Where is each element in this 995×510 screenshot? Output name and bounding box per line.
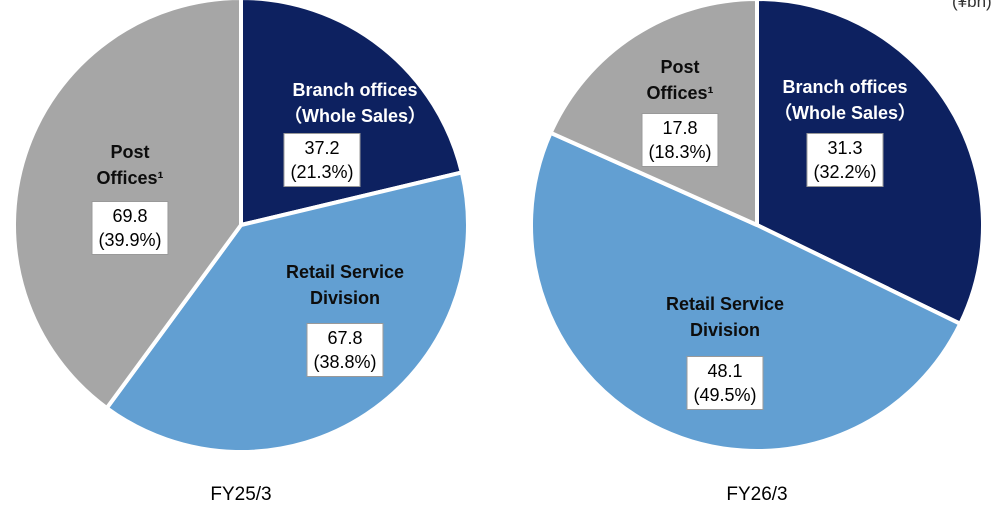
- value-label: 31.3: [827, 138, 863, 158]
- unit-note: (¥bn): [952, 0, 992, 11]
- value-box: 48.1 (49.5%): [686, 356, 764, 410]
- chart-title: FY25/3: [210, 484, 272, 505]
- slice-label: Retail Service Division: [665, 294, 785, 340]
- value-label: 69.8: [112, 206, 148, 226]
- percentage-label: (21.3%): [290, 162, 354, 182]
- chart-title: FY26/3: [726, 484, 788, 505]
- value-box: 69.8 (39.9%): [91, 201, 169, 255]
- percentage-label: (49.5%): [693, 385, 757, 405]
- value-box: 37.2 (21.3%): [283, 133, 361, 187]
- percentage-label: (32.2%): [813, 162, 877, 182]
- value-box: 17.8 (18.3%): [641, 113, 719, 167]
- pie-slice: [104, 170, 470, 454]
- slice-label: Retail Service Division: [285, 262, 405, 308]
- slice-label: Post Offices¹: [96, 142, 164, 188]
- value-box: 67.8 (38.8%): [306, 323, 384, 377]
- pie-slice: [529, 130, 963, 453]
- percentage-label: (38.8%): [313, 352, 377, 372]
- slice-label: Post Offices¹: [646, 57, 714, 103]
- slice-label: Branch offices（Whole Sales）: [283, 80, 427, 126]
- value-label: 37.2: [304, 138, 340, 158]
- value-label: 48.1: [707, 361, 743, 381]
- value-label: 17.8: [662, 118, 698, 138]
- percentage-label: (18.3%): [648, 142, 712, 162]
- value-label: 67.8: [327, 328, 363, 348]
- slice-label: Branch offices（Whole Sales）: [773, 77, 917, 123]
- pie-slice: [548, 0, 759, 227]
- percentage-label: (39.9%): [98, 230, 162, 250]
- value-box: 31.3 (32.2%): [806, 133, 884, 187]
